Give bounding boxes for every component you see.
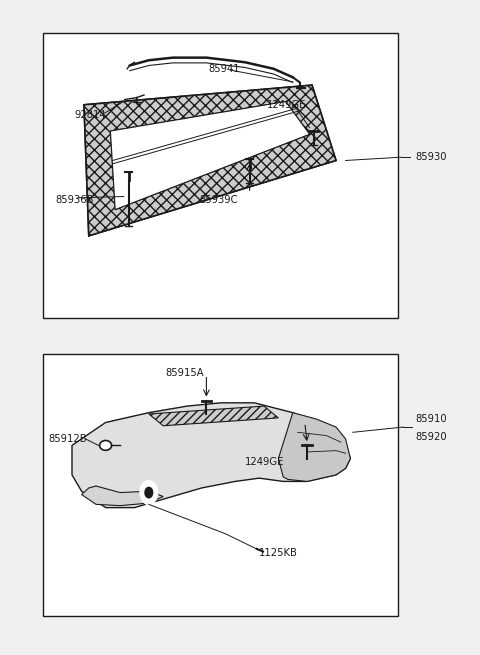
Text: 85930: 85930 [415, 152, 447, 162]
Circle shape [140, 481, 157, 504]
Text: 85920: 85920 [415, 432, 447, 442]
Polygon shape [278, 413, 350, 481]
Bar [43, 33, 398, 318]
Text: 85910: 85910 [415, 414, 447, 424]
Polygon shape [84, 85, 336, 236]
Text: 85915A: 85915A [166, 368, 204, 379]
Polygon shape [82, 486, 163, 506]
Text: 1125KB: 1125KB [259, 548, 298, 559]
Text: 85912B: 85912B [48, 434, 86, 444]
Polygon shape [110, 102, 310, 210]
Polygon shape [110, 102, 310, 210]
Bar [43, 354, 398, 616]
Text: 92814: 92814 [74, 109, 106, 120]
Ellipse shape [100, 441, 112, 451]
Polygon shape [84, 85, 336, 236]
Text: 85936B: 85936B [55, 195, 94, 205]
Text: 1249GE: 1249GE [245, 457, 284, 467]
Text: 1249GE: 1249GE [266, 100, 306, 110]
Text: 85939C: 85939C [199, 195, 238, 205]
Polygon shape [149, 406, 278, 426]
Circle shape [145, 487, 153, 498]
Text: 85941: 85941 [209, 64, 240, 74]
Polygon shape [72, 403, 350, 508]
